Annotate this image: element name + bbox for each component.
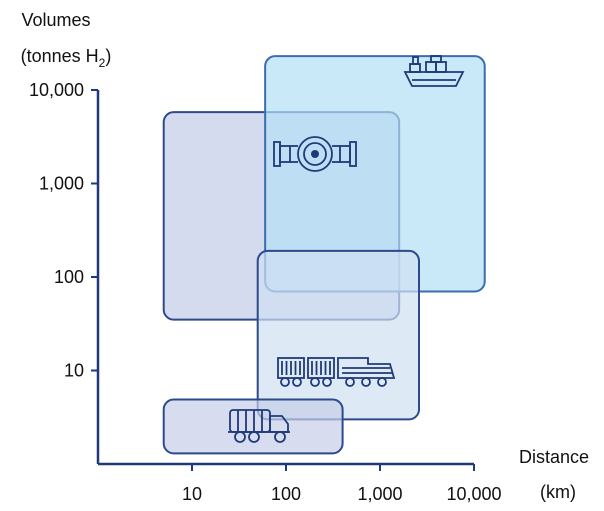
x-tick-label: 10,000 — [446, 484, 501, 504]
y-tick-label: 10 — [64, 361, 84, 381]
region-train — [256, 249, 421, 421]
y-axis-title-prefix: (tonnes H — [21, 46, 99, 66]
x-tick-label: 10 — [182, 484, 202, 504]
pipeline-icon — [273, 136, 357, 172]
truck-icon — [228, 409, 290, 443]
ship-icon — [403, 55, 465, 87]
regions — [162, 55, 486, 455]
x-tick-label: 100 — [271, 484, 301, 504]
x-axis-title-line2: (km) — [540, 482, 576, 502]
y-tick-label: 1,000 — [39, 174, 84, 194]
y-axis-title-line2: (tonnes H2) — [21, 46, 112, 70]
y-axis-title-suffix: ) — [105, 46, 111, 66]
x-tick-label: 1,000 — [357, 484, 402, 504]
y-tick-label: 10,000 — [29, 80, 84, 100]
y-tick-label: 100 — [54, 267, 84, 287]
axes: 10 100 1,000 10,000 10 100 1,000 10,000 — [29, 80, 502, 504]
x-axis-title-line1: Distance — [519, 447, 589, 467]
y-axis-title-subscript: 2 — [99, 56, 106, 70]
icons — [228, 55, 465, 443]
labels: Volumes (tonnes H2) Distance (km) — [21, 10, 589, 502]
y-axis-title-line1: Volumes — [21, 10, 90, 30]
train-icon — [277, 357, 396, 387]
